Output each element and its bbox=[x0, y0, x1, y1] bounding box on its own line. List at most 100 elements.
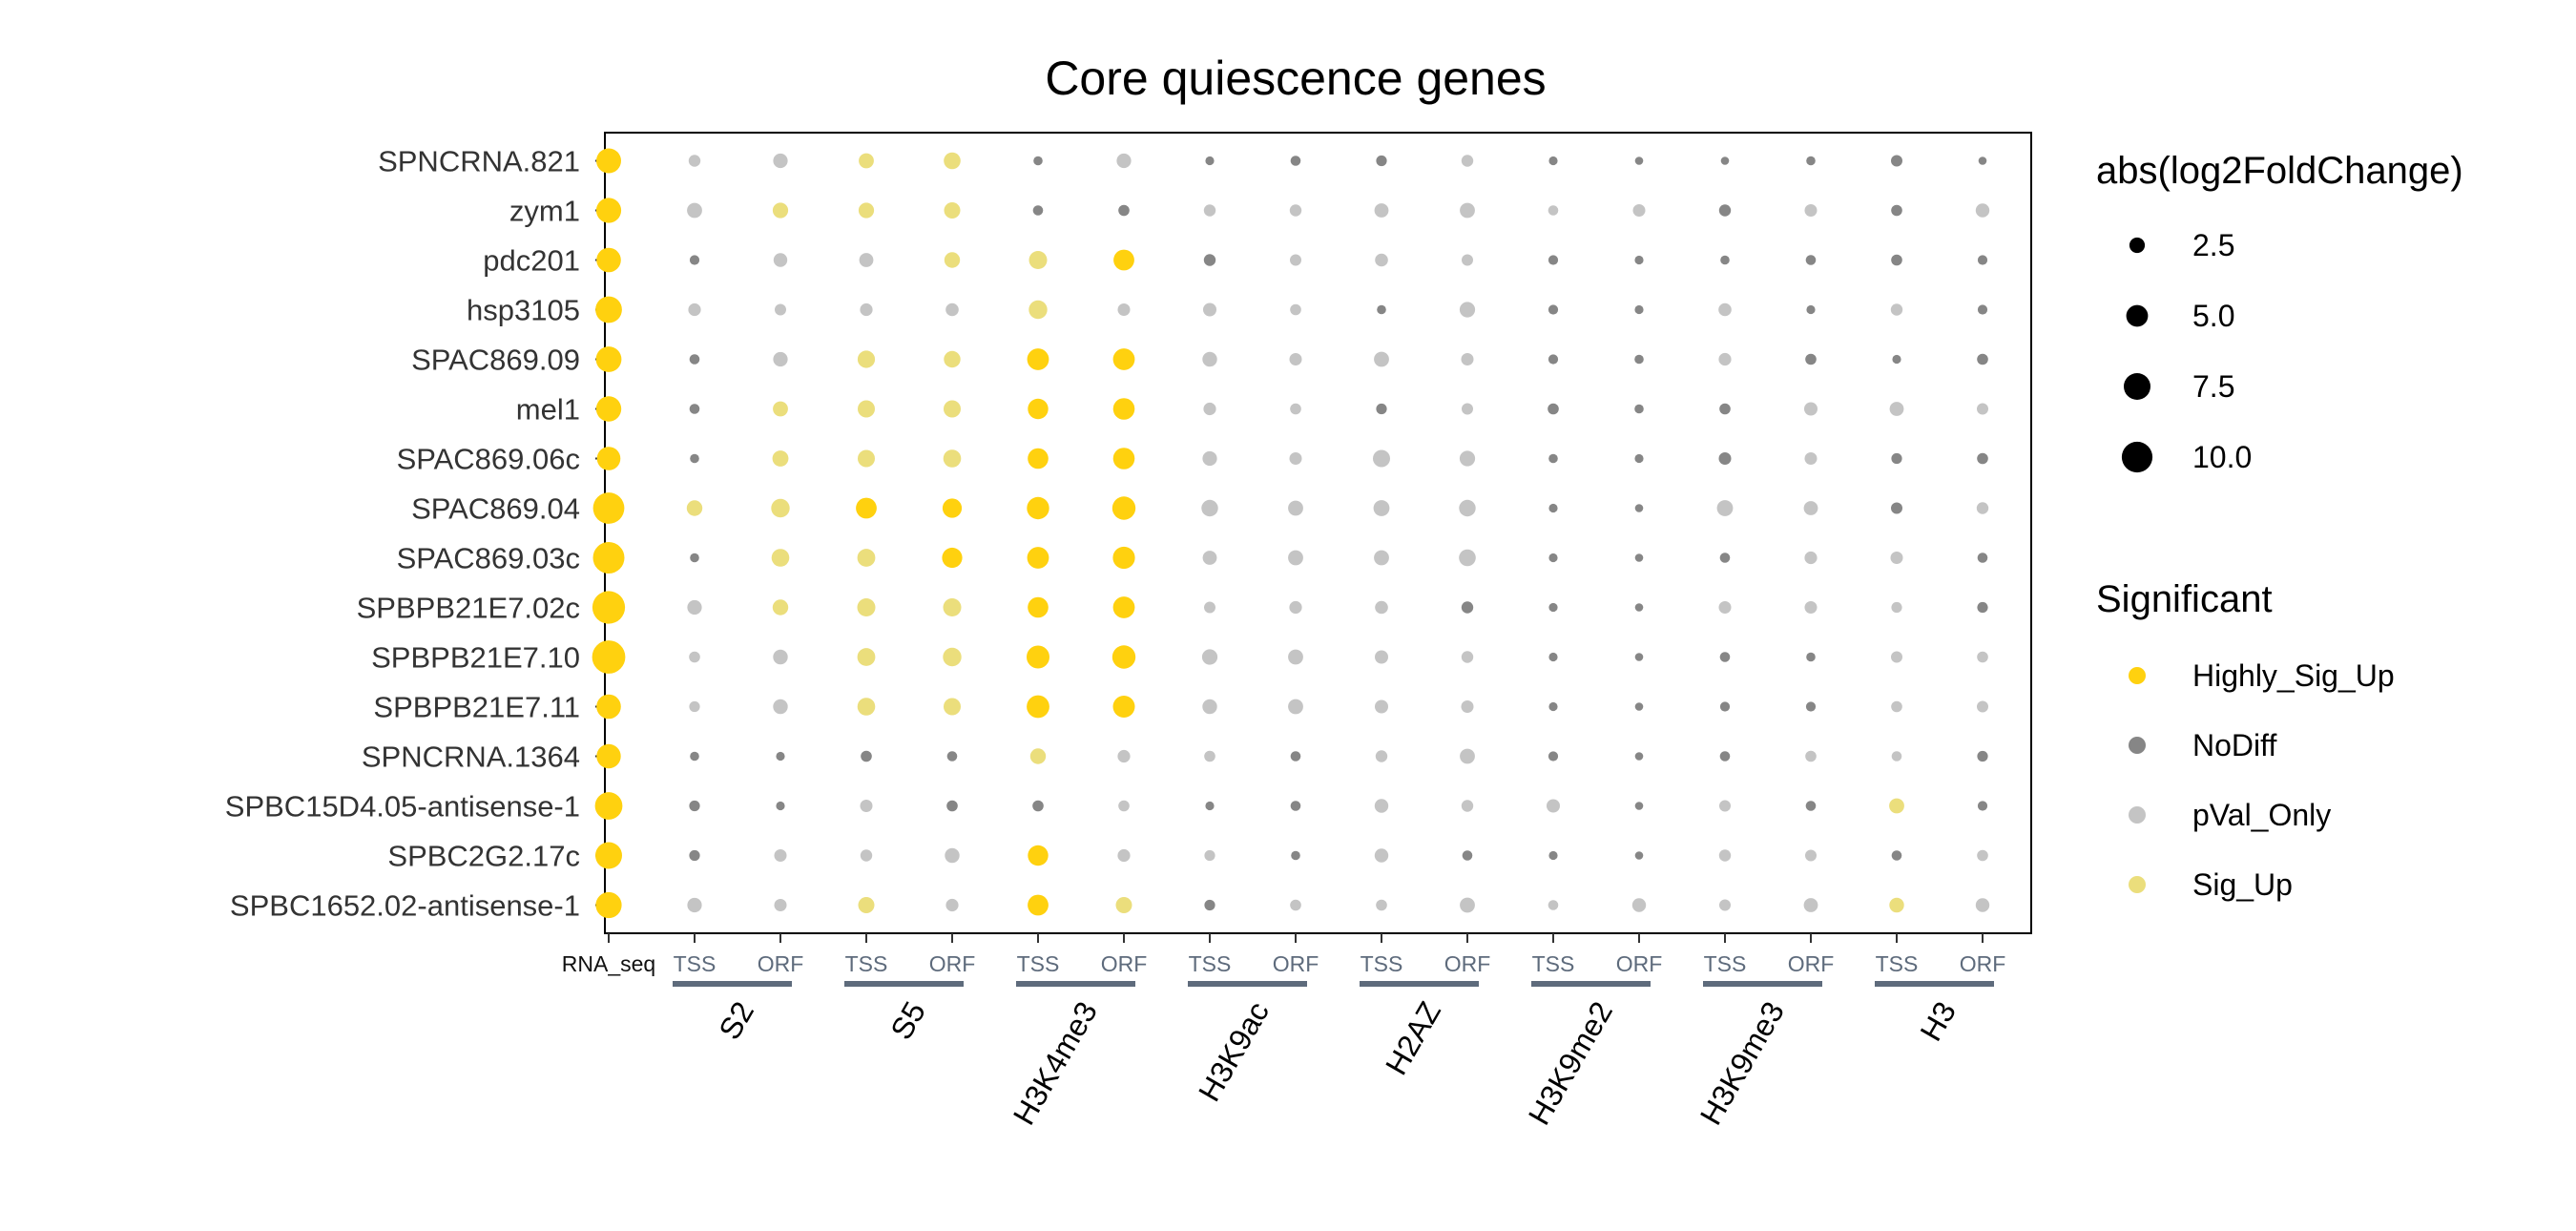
chart-title: Core quiescence genes bbox=[1045, 52, 1546, 105]
legend-color-key bbox=[2129, 667, 2146, 684]
dot-mark bbox=[774, 849, 787, 862]
dot-mark bbox=[1891, 751, 1902, 762]
column-label: ORF bbox=[929, 951, 976, 976]
dot-mark bbox=[686, 500, 703, 516]
dot-mark bbox=[1891, 254, 1902, 266]
dot-mark bbox=[1374, 848, 1389, 863]
gene-label: SPBPB21E7.11 bbox=[373, 691, 580, 724]
dot-mark bbox=[1461, 353, 1474, 365]
dot-mark bbox=[1374, 203, 1389, 218]
dot-mark bbox=[860, 800, 873, 812]
dot-mark bbox=[1632, 204, 1646, 217]
dot-mark bbox=[595, 296, 622, 323]
legend-color-items: Highly_Sig_Up NoDiff pVal_Only Sig_Up bbox=[2129, 658, 2395, 902]
dot-mark bbox=[1115, 897, 1132, 913]
dot-mark bbox=[859, 153, 874, 169]
dot-mark bbox=[1891, 850, 1902, 861]
legend-color-label: pVal_Only bbox=[2192, 798, 2331, 832]
dot-mark bbox=[1631, 898, 1647, 912]
dot-mark bbox=[1033, 156, 1043, 166]
dot-mark bbox=[1204, 899, 1215, 911]
dot-mark bbox=[1117, 848, 1131, 863]
dot-mark bbox=[1718, 849, 1732, 862]
dot-mark bbox=[1459, 302, 1476, 318]
column-label: TSS bbox=[1189, 951, 1232, 976]
dot-mark bbox=[689, 404, 700, 414]
dot-mark bbox=[1290, 751, 1301, 762]
dot-mark bbox=[595, 346, 622, 372]
dot-mark bbox=[1805, 255, 1817, 265]
dot-mark bbox=[1461, 700, 1474, 713]
dot-mark bbox=[1719, 800, 1731, 812]
dot-mark bbox=[1806, 156, 1816, 166]
dot-mark bbox=[689, 255, 700, 265]
column-label: TSS bbox=[1876, 951, 1919, 976]
dot-mark bbox=[1462, 254, 1473, 266]
dot-mark bbox=[1804, 601, 1818, 614]
dot-mark bbox=[1289, 204, 1302, 217]
group-label: H3K4me3 bbox=[1007, 996, 1104, 1131]
dot-mark bbox=[1719, 652, 1731, 662]
dot-mark bbox=[1634, 304, 1644, 315]
dot-mark bbox=[1376, 155, 1387, 167]
dot-mark bbox=[1548, 304, 1559, 315]
dot-mark bbox=[1375, 253, 1388, 267]
group-label: H3K9me2 bbox=[1522, 996, 1619, 1131]
dot-mark bbox=[1202, 551, 1217, 565]
dot-mark bbox=[1977, 553, 1988, 563]
dot-mark bbox=[1977, 601, 1988, 614]
dot-mark bbox=[1891, 502, 1902, 514]
dot-mark bbox=[1027, 645, 1049, 669]
dot-mark bbox=[1032, 800, 1044, 812]
dot-mark bbox=[592, 492, 625, 524]
dot-mark bbox=[773, 253, 788, 267]
dot-mark bbox=[1634, 603, 1644, 612]
dot-mark bbox=[1805, 801, 1817, 811]
column-axis-labels: RNA_seq TSS ORF TSS ORF TSS ORF TSS ORF TSS ORF TSS… bbox=[562, 951, 2006, 976]
dot-mark bbox=[1804, 452, 1818, 465]
dot-mark bbox=[1975, 898, 1990, 912]
dot-mark bbox=[1376, 403, 1387, 415]
dot-mark bbox=[1290, 303, 1301, 316]
dot-mark bbox=[1288, 500, 1303, 516]
dot-mark bbox=[775, 303, 786, 316]
dot-mark bbox=[1289, 452, 1302, 465]
dot-mark bbox=[1548, 553, 1558, 563]
dot-mark bbox=[1805, 750, 1817, 762]
dot-mark bbox=[689, 354, 700, 365]
dot-mark bbox=[1547, 799, 1560, 813]
dot-mark bbox=[1112, 448, 1135, 469]
dot-mark bbox=[773, 153, 788, 169]
dot-mark bbox=[1205, 156, 1215, 166]
dot-mark bbox=[1548, 205, 1559, 216]
dot-mark bbox=[1548, 751, 1559, 762]
column-axis-ticks bbox=[608, 933, 1984, 943]
legend-size-items: 2.5 5.0 7.5 10.0 bbox=[2121, 228, 2252, 474]
dot-mark bbox=[1460, 748, 1475, 764]
dot-mark bbox=[1718, 204, 1732, 217]
legend-color-label: NoDiff bbox=[2192, 728, 2276, 762]
dot-mark bbox=[1720, 255, 1730, 265]
dot-mark bbox=[946, 751, 958, 762]
dot-mark bbox=[1028, 398, 1049, 420]
dot-mark bbox=[1461, 155, 1474, 167]
dot-mark bbox=[1977, 255, 1988, 265]
dot-mark bbox=[1716, 500, 1734, 516]
dot-mark bbox=[1461, 601, 1474, 614]
dot-mark bbox=[1804, 204, 1818, 217]
dot-mark bbox=[1375, 600, 1388, 615]
dot-mark bbox=[861, 750, 872, 762]
column-label: ORF bbox=[758, 951, 804, 976]
gene-label: SPBPB21E7.02c bbox=[357, 592, 580, 625]
dot-mark bbox=[860, 849, 873, 862]
dot-mark bbox=[1548, 602, 1558, 613]
dot-mark bbox=[1634, 354, 1644, 365]
gene-label: mel1 bbox=[516, 393, 580, 427]
column-label: TSS bbox=[1704, 951, 1747, 976]
dot-mark bbox=[596, 694, 621, 720]
dot-mark bbox=[1205, 801, 1215, 811]
dot-mark bbox=[1892, 354, 1901, 365]
column-label: ORF bbox=[1101, 951, 1148, 976]
gene-label: SPAC869.06c bbox=[397, 443, 580, 476]
dot-mark bbox=[1804, 551, 1818, 565]
